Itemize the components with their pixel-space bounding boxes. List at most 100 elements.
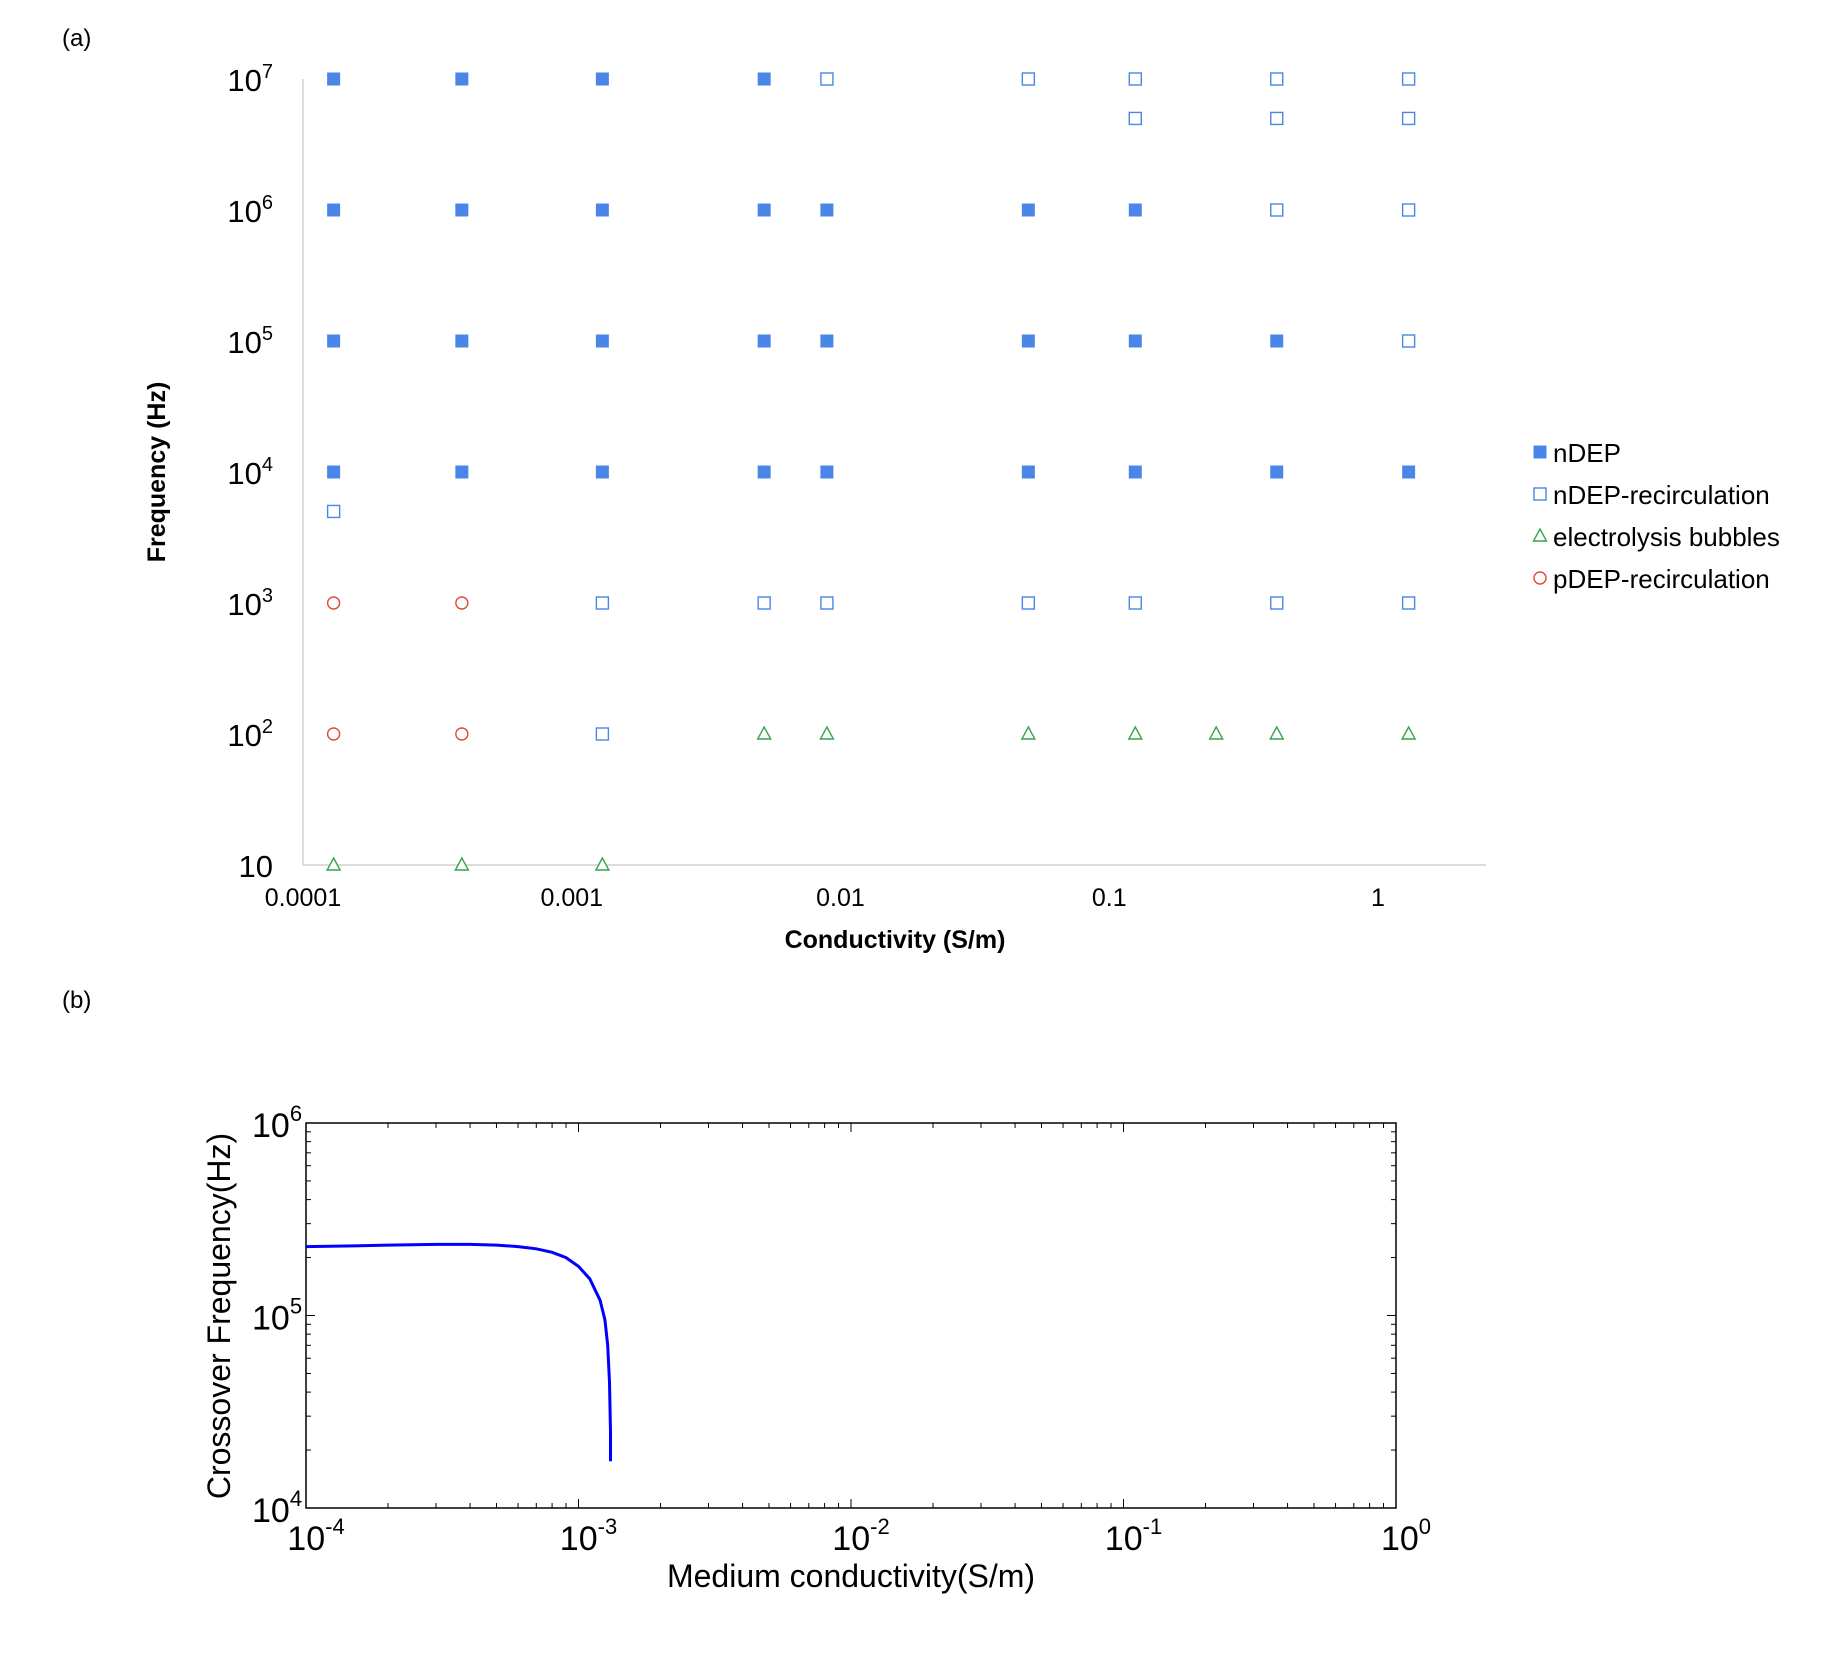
panel-b-x-tick-label: 100: [1381, 1514, 1431, 1558]
panel-b-y-tick-label: 106: [252, 1101, 302, 1145]
panel-a-y-tick-label: 10: [239, 849, 273, 884]
marker-ndep: [757, 465, 771, 479]
marker-ndep-recirculation: [1128, 596, 1142, 610]
panel-a-y-tick-label: 104: [227, 454, 273, 491]
legend-label-ndep-recirculation: nDEP-recirculation: [1553, 480, 1770, 510]
marker-ndep: [595, 203, 609, 217]
panel-a-y-tick-label: 105: [227, 323, 273, 360]
marker-ndep: [327, 465, 341, 479]
panel-a-x-tick-label: 0.001: [540, 884, 603, 912]
marker-electrolysis-bubbles: [325, 856, 342, 871]
panel-a-x-tick-label: 1: [1371, 884, 1385, 912]
panel-a-markers: [325, 72, 1417, 871]
marker-electrolysis-bubbles: [1269, 725, 1285, 740]
marker-ndep: [1021, 203, 1035, 217]
marker-ndep-recirculation: [1401, 111, 1416, 126]
legend-label-ndep: nDEP: [1553, 438, 1621, 468]
marker-electrolysis-bubbles: [1127, 725, 1143, 740]
marker-pdep-recirculation: [326, 596, 341, 610]
marker-ndep: [1021, 465, 1035, 479]
marker-electrolysis-bubbles: [594, 856, 611, 871]
marker-ndep-recirculation: [757, 596, 771, 610]
legend-marker-electrolysis-bubbles: [1532, 527, 1548, 542]
legend-label-electrolysis-bubbles: electrolysis bubbles: [1553, 522, 1780, 552]
marker-ndep: [1128, 465, 1142, 479]
panel-b-x-tick-label: 10-3: [560, 1514, 617, 1558]
marker-ndep: [757, 72, 771, 86]
marker-ndep-recirculation: [1270, 203, 1284, 217]
panel-b-y-tick-label: 104: [252, 1486, 302, 1530]
marker-ndep: [1021, 334, 1035, 348]
panel-b-y-tick-label: 105: [252, 1294, 302, 1338]
panel-a-x-ticks: 0.0001 0.001 0.01 0.1 1: [265, 884, 1385, 912]
panel-b-ticks: 10-4 10-3 10-2 10-1 100 104 105 106: [252, 1101, 1431, 1558]
marker-ndep-recirculation: [1401, 203, 1416, 217]
marker-ndep-recirculation: [1401, 72, 1416, 86]
marker-ndep-recirculation: [595, 596, 610, 610]
panel-b-x-axis-title: Medium conductivity(S/m): [667, 1558, 1035, 1594]
panel-b-label: (b): [62, 987, 91, 1014]
panel-b-y-axis-title: Crossover Frequency(Hz): [201, 1133, 237, 1499]
marker-ndep: [1270, 465, 1284, 479]
marker-electrolysis-bubbles: [1400, 725, 1417, 740]
marker-ndep-recirculation: [1128, 72, 1142, 86]
marker-ndep: [820, 334, 834, 348]
panel-a-legend: nDEP nDEP-recirculation electrolysis bubbl…: [1532, 438, 1780, 594]
panel-b-x-tick-label: 10-4: [287, 1514, 344, 1558]
marker-ndep: [820, 465, 834, 479]
panel-a-label: (a): [62, 25, 91, 52]
panel-a-y-ticks: 10 102 103 104 105 106 107: [227, 61, 273, 884]
marker-ndep-recirculation: [1401, 596, 1416, 610]
marker-ndep: [455, 465, 469, 479]
marker-ndep-recirculation: [595, 727, 610, 741]
marker-ndep-recirculation: [1401, 334, 1416, 348]
panel-b-plot-frame: [305, 1122, 1397, 1509]
marker-ndep: [455, 334, 469, 348]
marker-ndep-recirculation: [326, 504, 341, 519]
panel-b-line-chart: (b) 10-4 10-3 10-2 10-1 100 104 105 106 Medium …: [62, 987, 1431, 1594]
panel-a-y-tick-label: 103: [227, 585, 273, 622]
marker-ndep: [1270, 334, 1284, 348]
panel-a-y-tick-label: 102: [227, 716, 273, 753]
panel-a-scatter-chart: (a) 0.0001 0.001 0.01 0.1 1 1010210310410510…: [62, 25, 1780, 954]
panel-a-x-tick-label: 0.0001: [265, 884, 341, 912]
marker-electrolysis-bubbles: [819, 725, 835, 740]
marker-electrolysis-bubbles: [756, 725, 772, 740]
marker-ndep: [327, 72, 341, 86]
marker-ndep: [595, 72, 609, 86]
marker-ndep-recirculation: [1021, 72, 1036, 86]
marker-ndep: [820, 203, 834, 217]
legend-label-pdep-recirculation: pDEP-recirculation: [1553, 564, 1770, 594]
marker-pdep-recirculation: [455, 596, 469, 610]
panel-b-x-tick-label: 10-1: [1105, 1514, 1162, 1558]
marker-ndep-recirculation: [820, 72, 834, 86]
marker-ndep: [757, 203, 771, 217]
marker-ndep: [595, 334, 609, 348]
panel-b-x-tick-label: 10-2: [832, 1514, 889, 1558]
marker-ndep: [1128, 334, 1142, 348]
marker-ndep: [455, 203, 469, 217]
legend-marker-ndep: [1533, 445, 1547, 459]
marker-ndep: [757, 334, 771, 348]
panel-a-x-axis-title: Conductivity (S/m): [785, 926, 1006, 954]
marker-ndep-recirculation: [1128, 111, 1142, 126]
marker-ndep: [327, 203, 341, 217]
marker-ndep: [327, 334, 341, 348]
panel-a-y-tick-label: 106: [227, 192, 273, 229]
panel-a-y-tick-label: 107: [227, 61, 273, 98]
marker-ndep-recirculation: [1021, 596, 1036, 610]
marker-electrolysis-bubbles: [454, 856, 470, 871]
marker-ndep: [1402, 465, 1416, 479]
panel-a-x-tick-label: 0.1: [1092, 884, 1127, 912]
panel-a-y-axis-title: Frequency (Hz): [143, 382, 171, 563]
legend-marker-ndep-recirculation: [1533, 487, 1547, 501]
marker-ndep-recirculation: [1270, 596, 1284, 610]
marker-ndep: [1128, 203, 1142, 217]
legend-marker-pdep-recirculation: [1533, 571, 1547, 585]
marker-ndep-recirculation: [820, 596, 834, 610]
marker-pdep-recirculation: [455, 727, 469, 741]
panel-b-crossover-curve: [305, 1242, 612, 1462]
marker-ndep-recirculation: [1270, 72, 1284, 86]
marker-ndep: [595, 465, 609, 479]
marker-electrolysis-bubbles: [1208, 725, 1224, 740]
